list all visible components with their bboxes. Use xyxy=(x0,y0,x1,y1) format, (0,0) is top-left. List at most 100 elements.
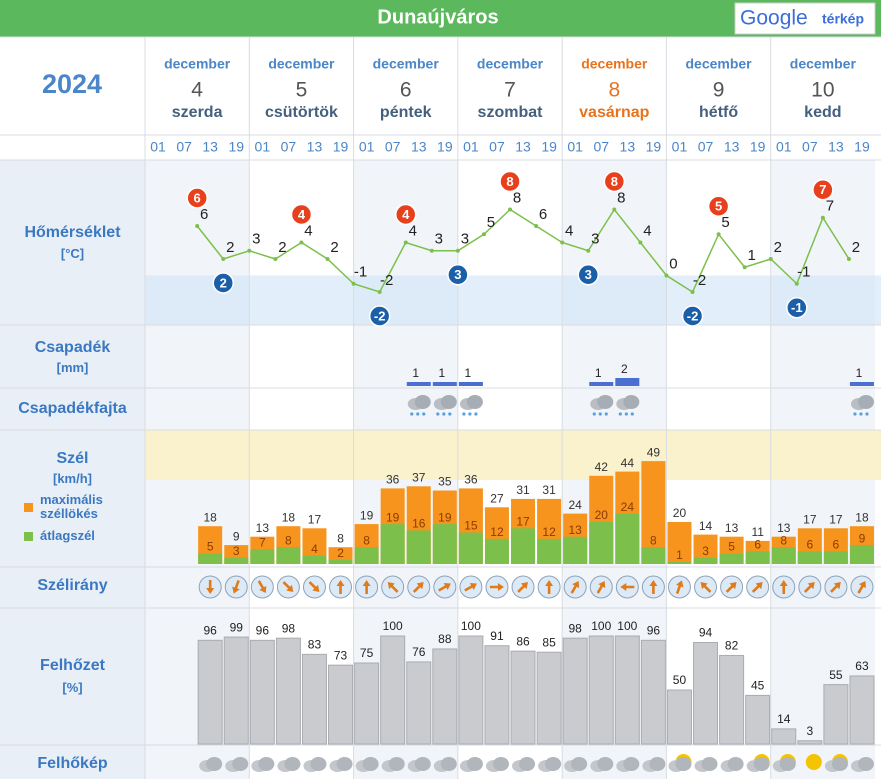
arrow xyxy=(489,583,504,591)
cloud-label: 100 xyxy=(591,619,611,633)
temperature-line xyxy=(196,208,850,294)
cloud-label: 82 xyxy=(725,639,739,653)
temperature-label: 5 xyxy=(721,214,729,231)
hour: 01 xyxy=(359,139,375,155)
year: 2024 xyxy=(42,69,102,99)
icon-part xyxy=(436,412,440,416)
cloud-label: 96 xyxy=(256,623,270,637)
icon-part xyxy=(519,757,536,771)
average-label: 9 xyxy=(859,531,866,545)
temperature-point xyxy=(820,215,825,220)
cloud-label: 96 xyxy=(647,623,661,637)
cloud-icon xyxy=(772,754,796,772)
daily_max-badge xyxy=(186,187,208,209)
cloud-icon xyxy=(805,754,822,770)
gust-label: 17 xyxy=(803,512,817,526)
daily_max-badge xyxy=(603,170,626,193)
wind-arrow xyxy=(302,575,326,599)
month: december xyxy=(477,56,544,72)
hour: 01 xyxy=(463,139,479,155)
daily_max-badge xyxy=(812,179,834,201)
daily_min-label: -2 xyxy=(374,308,386,323)
cloud-icon xyxy=(199,757,223,772)
icon-part xyxy=(597,395,614,409)
temperature-point xyxy=(768,257,773,261)
map-logo[interactable]: Google xyxy=(740,7,808,30)
cloud-icon xyxy=(303,757,327,772)
gust-bar xyxy=(641,461,666,564)
map-label[interactable]: térkép xyxy=(822,11,864,27)
precipitation-label: 1 xyxy=(595,366,602,380)
icon-part xyxy=(462,412,466,416)
daily_max-label: 6 xyxy=(194,190,201,205)
temperature-point xyxy=(195,224,200,228)
average-bar xyxy=(406,530,431,564)
average-label: 17 xyxy=(516,514,530,528)
cloud-label: 75 xyxy=(360,646,374,660)
cloud-label: 100 xyxy=(383,619,403,633)
row-label: Szélirány xyxy=(37,577,108,594)
hour: 07 xyxy=(385,139,401,155)
icon-part xyxy=(779,757,796,771)
daily_max-badge xyxy=(499,170,521,193)
average-label: 19 xyxy=(438,510,452,524)
hour: 07 xyxy=(698,139,714,155)
temperature-label: 6 xyxy=(539,206,547,223)
icon-part xyxy=(675,757,692,771)
icon-part xyxy=(448,412,452,416)
average-bar xyxy=(198,553,223,564)
cloud-icon xyxy=(850,757,874,772)
icon-part xyxy=(865,412,869,416)
cloud-bar xyxy=(354,662,380,745)
average-bar xyxy=(849,545,874,564)
cloud-label: 91 xyxy=(490,629,504,643)
hour: 01 xyxy=(567,139,583,155)
precipitation-icon xyxy=(459,395,483,416)
cloud-icon xyxy=(746,754,770,772)
wind-arrow xyxy=(198,575,222,599)
daily_min-badge xyxy=(577,264,599,286)
temperature-point xyxy=(377,290,382,294)
average-label: 13 xyxy=(568,523,582,537)
cloud-bar xyxy=(849,675,875,745)
weekday: szerda xyxy=(172,104,223,121)
cloud-label: 50 xyxy=(673,673,687,687)
cloud-label: 76 xyxy=(412,645,426,659)
hour: 13 xyxy=(307,139,323,155)
hour: 01 xyxy=(255,139,271,155)
arrow xyxy=(675,580,684,595)
cloud-icon xyxy=(694,757,718,772)
icon-part xyxy=(857,395,874,409)
hour: 01 xyxy=(776,139,792,155)
cloud-label: 98 xyxy=(282,621,296,635)
map-button[interactable] xyxy=(734,2,876,35)
icon-part xyxy=(649,757,666,771)
arrow xyxy=(649,580,658,594)
precipitation-bar xyxy=(589,382,614,386)
wind-arrow xyxy=(407,575,431,599)
temperature-point xyxy=(560,240,565,245)
icon-part xyxy=(442,412,446,416)
icon-part xyxy=(623,757,640,771)
average-bar xyxy=(458,532,483,564)
icon-part xyxy=(336,757,353,771)
precipitation-label: 1 xyxy=(438,366,445,380)
temperature-point xyxy=(690,290,695,294)
cloud-bar xyxy=(823,684,849,745)
daily_min-label: 3 xyxy=(454,267,461,282)
average-bar xyxy=(224,557,249,564)
cloud-icon xyxy=(642,757,666,772)
wind-arrow xyxy=(720,575,744,599)
average-bar xyxy=(641,547,666,564)
temperature-point xyxy=(534,224,539,228)
average-bar xyxy=(380,524,405,564)
temperature-label: 0 xyxy=(669,255,677,272)
average-bar xyxy=(719,553,744,564)
day-number: 8 xyxy=(608,79,620,102)
cloud-bar xyxy=(797,740,823,745)
day-number: 6 xyxy=(400,79,412,102)
wind-arrow xyxy=(589,575,613,599)
cloud-icon xyxy=(668,754,692,772)
